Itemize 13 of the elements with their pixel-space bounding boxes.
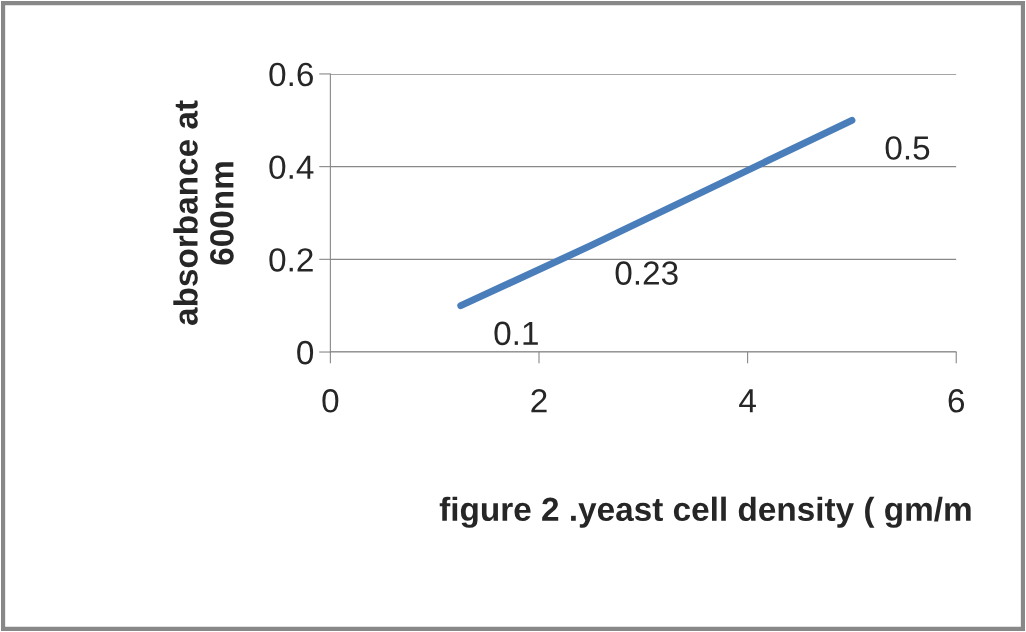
data-label: 0.23 <box>615 261 678 285</box>
x-tick-label: 2 <box>531 389 547 413</box>
y-tick-label: 0.2 <box>269 248 313 272</box>
data-label: 0.5 <box>885 136 930 160</box>
x-axis-title: figure 2 .yeast cell density ( gm/m <box>439 496 971 528</box>
y-tick-label: 0 <box>297 340 314 365</box>
x-tick-label: 0 <box>322 389 339 413</box>
data-label: 0.1 <box>494 321 538 346</box>
y-tick-label: 0.4 <box>269 155 314 180</box>
x-tick-label: 4 <box>739 389 756 413</box>
x-tick-label: 6 <box>948 389 965 413</box>
y-axis-title: absorbance at 600nm <box>173 100 234 325</box>
y-tick-label: 0.6 <box>269 62 313 87</box>
